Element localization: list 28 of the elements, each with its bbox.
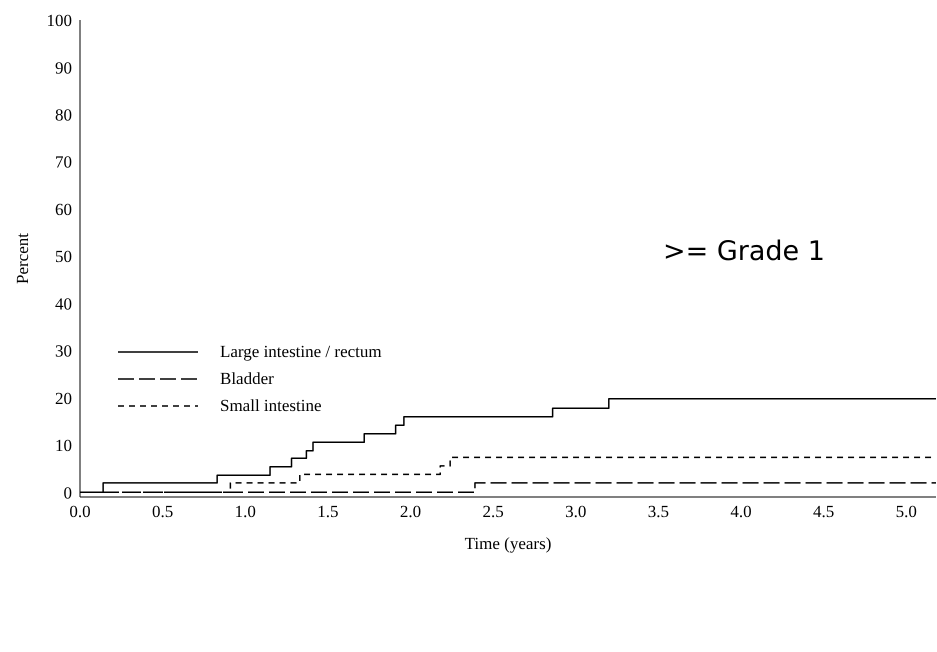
y-tick-label: 10 bbox=[55, 436, 72, 456]
legend-label: Bladder bbox=[220, 368, 274, 388]
x-tick-label: 2.5 bbox=[482, 502, 504, 522]
x-tick-label: 3.0 bbox=[565, 502, 586, 522]
y-tick-label: 100 bbox=[46, 11, 72, 30]
x-tick-label: 2.0 bbox=[400, 502, 422, 522]
x-axis-title: Time (years) bbox=[464, 534, 552, 553]
y-tick-label: 50 bbox=[55, 247, 72, 266]
x-tick-label: 5.0 bbox=[896, 502, 917, 522]
legend-label: Small intestine bbox=[220, 396, 322, 416]
x-tick-label: 0.5 bbox=[152, 502, 174, 522]
y-tick-label: 70 bbox=[55, 152, 72, 172]
y-axis-title: Percent bbox=[13, 232, 32, 284]
x-tick-label: 3.5 bbox=[648, 502, 670, 522]
x-tick-label: 0.0 bbox=[69, 502, 91, 522]
x-tick-label: 4.5 bbox=[813, 502, 834, 522]
y-tick-label: 90 bbox=[55, 58, 72, 78]
y-tick-label: 60 bbox=[55, 200, 72, 219]
x-tick-label: 1.5 bbox=[317, 502, 338, 522]
x-tick-label: 1.0 bbox=[234, 502, 256, 522]
y-tick-label: 40 bbox=[55, 294, 72, 314]
y-tick-label: 80 bbox=[55, 105, 72, 124]
x-tick-label: 4.0 bbox=[730, 502, 752, 522]
y-tick-label: 30 bbox=[55, 342, 72, 361]
legend-label: Large intestine / rectum bbox=[220, 342, 382, 362]
annotation: >= Grade 1 bbox=[663, 236, 825, 267]
y-tick-label: 0 bbox=[64, 483, 72, 502]
y-tick-label: 20 bbox=[55, 388, 72, 408]
